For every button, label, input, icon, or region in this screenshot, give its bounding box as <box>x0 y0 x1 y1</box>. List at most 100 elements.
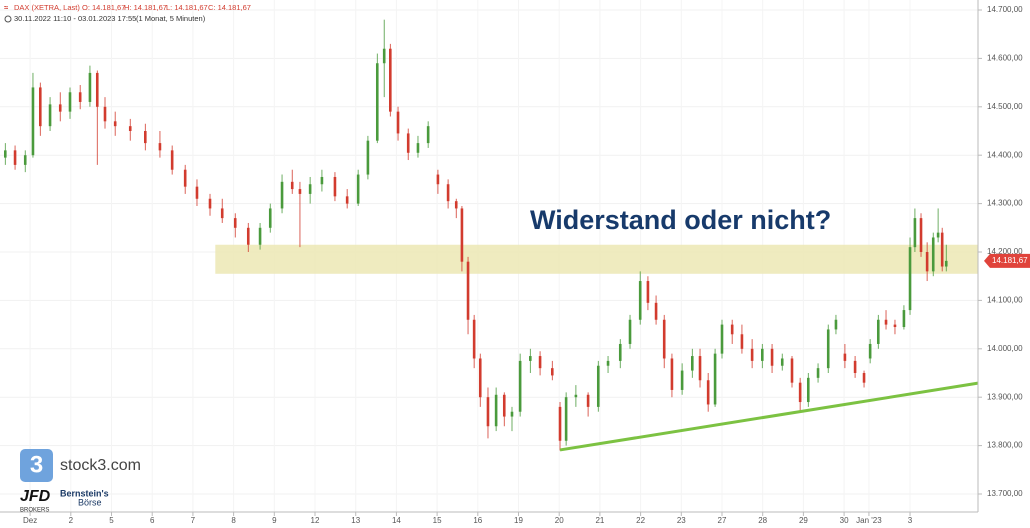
candle-body <box>406 133 410 153</box>
candle-body <box>298 189 302 194</box>
candle-body <box>436 174 440 185</box>
candle-body <box>884 319 888 325</box>
x-tick-label: 19 <box>514 516 523 525</box>
candle-body <box>853 360 857 373</box>
candle-body <box>690 356 694 371</box>
candle-body <box>460 208 464 262</box>
candle-body <box>654 302 658 320</box>
candle-body <box>680 370 684 390</box>
candle-body <box>816 368 820 378</box>
candle-body <box>170 150 174 170</box>
candle-body <box>290 181 294 190</box>
candle-body <box>790 358 794 383</box>
last-price-label: 14.181,67 <box>992 256 1028 265</box>
candle-body <box>48 104 52 127</box>
candle-body <box>868 343 872 359</box>
x-tick-label: 9 <box>272 516 277 525</box>
x-tick-label: 15 <box>433 516 442 525</box>
x-tick-label: 22 <box>636 516 645 525</box>
y-tick-label: 14.000,00 <box>987 344 1023 353</box>
candle-body <box>502 394 506 417</box>
candle-body <box>366 140 370 175</box>
candle-body <box>183 169 187 187</box>
y-tick-label: 14.600,00 <box>987 54 1023 63</box>
candle-body <box>596 365 600 407</box>
candle-body <box>510 411 514 417</box>
period: (1 Monat, 5 Minuten) <box>136 14 206 23</box>
x-tick-label: 28 <box>758 516 767 525</box>
candle-body <box>426 126 430 144</box>
candle-body <box>706 380 710 405</box>
low: L: 14.181,67 <box>166 3 208 12</box>
candle-body <box>638 281 642 320</box>
candle-body <box>345 196 349 204</box>
candle-body <box>740 334 744 349</box>
open: O: 14.181,67 <box>82 3 125 12</box>
candle-body <box>936 232 940 238</box>
y-tick-label: 14.700,00 <box>987 5 1023 14</box>
candle-body <box>550 368 554 376</box>
candle-body <box>919 218 923 252</box>
range: 30.11.2022 11:10 - 03.01.2023 17:55 <box>14 14 136 23</box>
candle-body <box>375 63 379 141</box>
bernstein-logo: Bernstein's <box>60 488 109 498</box>
candle-body <box>931 237 935 272</box>
candle-body <box>416 143 420 153</box>
candle-body <box>13 150 17 165</box>
y-tick-label: 14.200,00 <box>987 247 1023 256</box>
boerse-logo: Börse <box>78 497 102 507</box>
candle-body <box>529 356 532 361</box>
candle-body <box>31 87 35 156</box>
candle-body <box>940 232 944 267</box>
candle-body <box>862 373 866 383</box>
candle-body <box>246 227 250 245</box>
trendline <box>559 381 979 452</box>
x-tick-label: 14 <box>392 516 401 525</box>
x-tick-label: 8 <box>231 516 236 525</box>
candle-body <box>606 360 610 366</box>
y-tick-label: 13.700,00 <box>987 489 1023 498</box>
x-tick-label: 21 <box>595 516 604 525</box>
candle-body <box>944 260 948 267</box>
candle-body <box>925 252 929 272</box>
clock-icon <box>4 15 12 23</box>
candle-body <box>38 87 42 127</box>
candle-body <box>396 111 400 134</box>
x-tick-label: 29 <box>799 516 808 525</box>
candle-body <box>698 356 702 381</box>
jfd-sub: BROKERS <box>20 508 49 514</box>
y-tick-label: 14.300,00 <box>987 199 1023 208</box>
candle-body <box>68 92 72 112</box>
candle-body <box>220 208 224 219</box>
candle-body <box>389 48 392 112</box>
candle-body <box>780 358 784 366</box>
candle-body <box>58 104 62 112</box>
candle-body <box>760 348 764 361</box>
stock3-logo: stock3.com <box>60 457 141 474</box>
x-tick-label: 23 <box>677 516 686 525</box>
candle-body <box>308 184 312 194</box>
close: C: 14.181,67 <box>208 3 251 12</box>
candle-body <box>646 281 650 303</box>
candle-body <box>628 319 632 344</box>
symbol-icon: ≈ <box>4 3 8 12</box>
x-tick-label: 16 <box>473 516 482 525</box>
high: H: 14.181,67 <box>124 3 167 12</box>
candle-body <box>446 184 450 202</box>
candle-body <box>472 319 476 359</box>
x-tick-label: 2 <box>69 516 74 525</box>
last-price-tag <box>984 253 1030 268</box>
candle-body <box>494 394 498 427</box>
candle-body <box>902 310 906 328</box>
candle-body <box>478 358 482 398</box>
y-tick-label: 13.900,00 <box>987 392 1023 401</box>
x-tick-label: 13 <box>351 516 360 525</box>
candle-body <box>233 218 237 228</box>
x-tick-label: 20 <box>555 516 564 525</box>
candle-body <box>113 121 117 127</box>
candle-body <box>750 348 754 361</box>
y-tick-label: 13.800,00 <box>987 441 1023 450</box>
x-tick-label: Jan '23 <box>856 516 882 525</box>
candle-body <box>268 208 272 228</box>
x-tick-label: 12 <box>311 516 320 525</box>
